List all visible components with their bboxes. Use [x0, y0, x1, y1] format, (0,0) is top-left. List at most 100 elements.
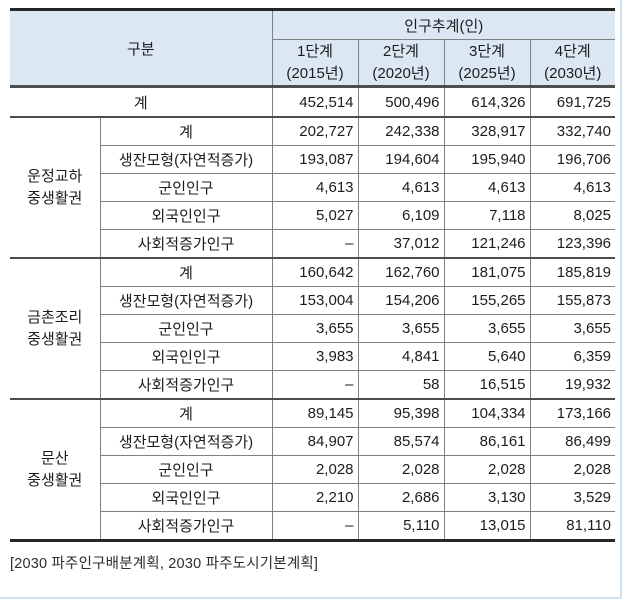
value-cell: 3,130 [443, 483, 531, 512]
value-cell: 500,496 [357, 86, 445, 118]
value-cell: 196,706 [529, 145, 616, 174]
value-cell: 2,686 [357, 483, 445, 512]
row-label: 군인인구 [100, 314, 273, 343]
header-category: 구분 [10, 9, 273, 87]
row-label: 계 [10, 86, 273, 118]
group-name-line: 문산 [40, 449, 69, 467]
value-cell: 194,604 [357, 145, 445, 174]
value-cell: 3,655 [529, 314, 616, 343]
table-row: 외국인인구 3,983 4,841 5,640 6,359 [10, 342, 616, 371]
value-cell: 155,873 [529, 286, 616, 315]
value-cell: 3,529 [529, 483, 616, 512]
header-stage-4: 4단계 (2030년) [529, 39, 616, 87]
table-row: 외국인인구 5,027 6,109 7,118 8,025 [10, 201, 616, 230]
value-cell: – [271, 370, 359, 400]
value-cell: 89,145 [271, 398, 359, 428]
value-cell: 153,004 [271, 286, 359, 315]
value-cell: 160,642 [271, 257, 359, 287]
value-cell: 2,028 [357, 455, 445, 484]
value-cell: 154,206 [357, 286, 445, 315]
value-cell: 181,075 [443, 257, 531, 287]
stage-year: (2025년) [458, 64, 516, 82]
row-label: 계 [99, 116, 273, 146]
value-cell: 452,514 [271, 86, 359, 118]
value-cell: 2,028 [271, 455, 359, 484]
header-stage-3: 3단계 (2025년) [443, 39, 531, 87]
value-cell: 3,655 [443, 314, 531, 343]
value-cell: 195,940 [443, 145, 531, 174]
value-cell: 2,028 [443, 455, 531, 484]
value-cell: 5,110 [357, 511, 445, 541]
row-label: 생잔모형(자연적증가) [100, 427, 273, 456]
value-cell: 185,819 [529, 257, 616, 287]
row-label: 사회적증가인구 [100, 511, 273, 541]
value-cell: 13,015 [443, 511, 531, 541]
stage-name: 3단계 [469, 43, 505, 61]
header-projection: 인구추계(인) [271, 9, 616, 40]
value-cell: 691,725 [529, 86, 616, 118]
grand-total-row: 계 452,514 500,496 614,326 691,725 [10, 86, 616, 118]
value-cell: 242,338 [357, 116, 445, 146]
value-cell: 328,917 [443, 116, 531, 146]
value-cell: 3,655 [357, 314, 445, 343]
value-cell: 6,109 [357, 201, 445, 230]
row-label: 생잔모형(자연적증가) [100, 145, 273, 174]
value-cell: 173,166 [529, 398, 616, 428]
value-cell: 8,025 [529, 201, 616, 230]
row-label: 사회적증가인구 [100, 229, 273, 259]
row-label: 계 [99, 398, 273, 428]
table-row: 군인인구 3,655 3,655 3,655 3,655 [10, 314, 616, 343]
table-row: 운정교하 중생활권 계 202,727 242,338 328,917 332,740 [10, 116, 616, 259]
stage-name: 4단계 [554, 43, 591, 61]
value-cell: 19,932 [529, 370, 616, 400]
table-row: 외국인인구 2,210 2,686 3,130 3,529 [10, 483, 616, 512]
value-cell: 4,613 [271, 173, 359, 202]
group-name-line: 중생활권 [27, 189, 83, 207]
value-cell: 5,027 [271, 201, 359, 230]
table-row: 문산 중생활권 계 89,145 95,398 104,334 173,166 [10, 398, 616, 541]
value-cell: 202,727 [271, 116, 359, 146]
value-cell: 7,118 [443, 201, 531, 230]
value-cell: 332,740 [529, 116, 616, 146]
stage-name: 1단계 [297, 43, 333, 61]
value-cell: 193,087 [271, 145, 359, 174]
group-name-line: 금촌조리 [27, 308, 83, 326]
value-cell: 4,613 [357, 173, 445, 202]
value-cell: 4,841 [357, 342, 445, 371]
value-cell: 6,359 [529, 342, 616, 371]
value-cell: 614,326 [443, 86, 531, 118]
value-cell: 3,983 [271, 342, 359, 371]
value-cell: 2,028 [529, 455, 616, 484]
value-cell: 4,613 [443, 173, 531, 202]
value-cell: 84,907 [271, 427, 359, 456]
group-name-line: 운정교하 [27, 167, 83, 185]
row-label: 외국인인구 [100, 201, 273, 230]
row-label: 군인인구 [100, 455, 273, 484]
table-row: 군인인구 2,028 2,028 2,028 2,028 [10, 455, 616, 484]
header-stage-row: 1단계 (2015년) 2단계 (2020년) 3단계 (2025년) 4단계 (2030년) [10, 39, 616, 87]
row-label: 계 [99, 257, 273, 287]
stage-year: (2020년) [372, 64, 430, 82]
table-body: 계 452,514 500,496 614,326 691,725 운정교하 중생활권 계 20… [10, 86, 616, 541]
table-row: 생잔모형(자연적증가) 153,004 154,206 155,265 155,873 [10, 286, 616, 315]
group-name-line: 중생활권 [27, 330, 83, 348]
value-cell: 58 [357, 370, 445, 400]
row-label: 군인인구 [100, 173, 273, 202]
table-row: 사회적증가인구 –5,110 13,015 81,110 [10, 511, 616, 541]
table-row: 생잔모형(자연적증가) 84,907 85,574 86,161 86,499 [10, 427, 616, 456]
header-stage-2: 2단계 (2020년) [357, 39, 445, 87]
row-label: 생잔모형(자연적증가) [100, 286, 273, 315]
value-cell: – [271, 229, 359, 259]
value-cell: 95,398 [357, 398, 445, 428]
value-cell: 3,655 [271, 314, 359, 343]
stage-year: (2015년) [286, 64, 344, 82]
table-row: 사회적증가인구 –58 16,515 19,932 [10, 370, 616, 400]
value-cell: 85,574 [357, 427, 445, 456]
value-cell: 86,499 [529, 427, 616, 456]
value-cell: 155,265 [443, 286, 531, 315]
stage-name: 2단계 [383, 43, 419, 61]
value-cell: – [271, 511, 359, 541]
